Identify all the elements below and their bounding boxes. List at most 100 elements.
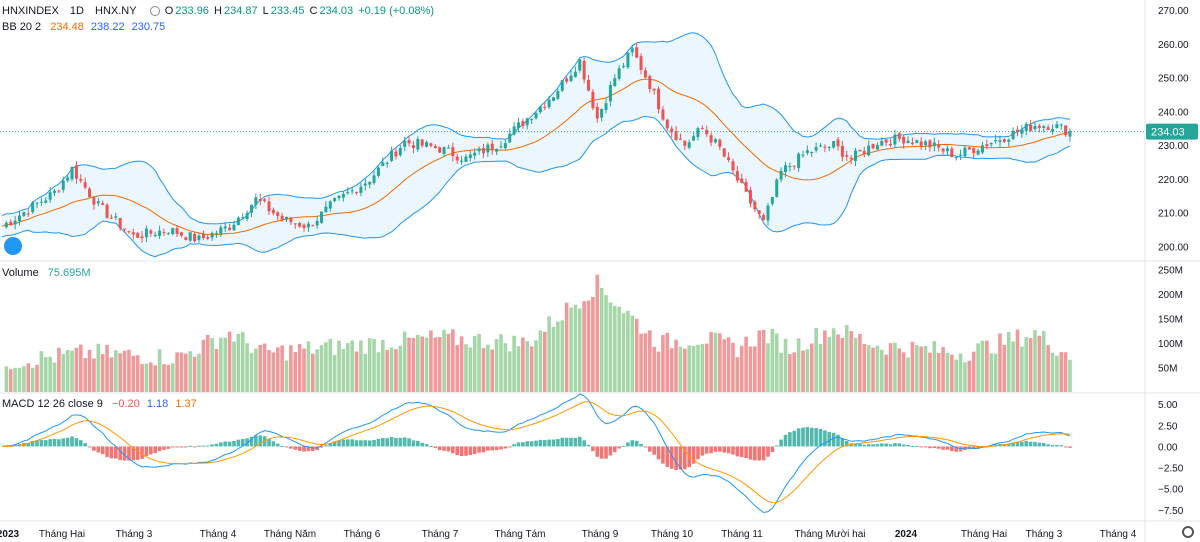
volume-bar — [61, 353, 66, 392]
candle-body — [985, 144, 989, 147]
tradingview-cloud-icon — [4, 237, 22, 255]
volume-bar — [634, 318, 639, 392]
macd-axis-tick: 2.50 — [1158, 421, 1178, 432]
volume-bar — [748, 346, 753, 392]
volume-bar — [648, 330, 652, 392]
volume-legend[interactable]: Volume 75.695M — [2, 266, 93, 280]
macd-hist-bar — [792, 430, 797, 447]
volume-bar — [1037, 335, 1042, 392]
candle-body — [604, 103, 608, 110]
volume-bar — [569, 307, 573, 392]
candle-body — [622, 65, 626, 67]
price-axis-tick: 260.00 — [1158, 40, 1189, 51]
macd-hist-bar — [604, 446, 608, 459]
candle-body — [92, 197, 96, 205]
time-axis-tick: Tháng 9 — [582, 529, 619, 540]
macd-hist-bar — [131, 446, 136, 461]
candle-body — [840, 145, 844, 157]
volume-bar — [718, 333, 722, 392]
candle-body — [560, 80, 564, 91]
volume-bar — [643, 333, 648, 392]
candle-body — [385, 162, 389, 164]
volume-bar — [359, 340, 363, 392]
macd-hist-bar — [424, 444, 429, 447]
bb-label: BB 20 2 — [2, 21, 42, 33]
symbol-legend: HNXINDEX 1D HNX.NY O 233.96 H 234.87 L 233.… — [2, 4, 436, 18]
gear-icon[interactable] — [1182, 526, 1194, 538]
volume-bar — [661, 335, 665, 392]
macd-hist-bar — [630, 440, 635, 447]
volume-bar — [140, 364, 144, 392]
candle-body — [468, 154, 472, 158]
volume-bar — [280, 345, 284, 392]
candle-body — [862, 151, 866, 154]
candle-body — [398, 147, 402, 156]
symbol-name[interactable]: HNXINDEX — [2, 5, 59, 17]
candle-body — [455, 156, 459, 161]
macd-hist-bar — [915, 446, 919, 448]
volume-axis-tick: 200M — [1158, 290, 1183, 301]
candle-body — [153, 235, 157, 237]
volume-bar — [262, 343, 267, 392]
candle-body — [306, 223, 310, 228]
macd-hist-bar — [1011, 442, 1015, 447]
macd-hist-bar — [871, 444, 875, 447]
macd-hist-bar — [43, 440, 48, 447]
candle-body — [683, 140, 687, 146]
candle-body — [451, 147, 455, 157]
macd-hist-bar — [1050, 445, 1055, 447]
macd-hist-bar — [319, 446, 324, 448]
candle-body — [980, 145, 984, 153]
volume-bar — [691, 345, 696, 392]
macd-hist-bar — [599, 446, 604, 459]
candle-body — [136, 232, 140, 238]
candle-body — [858, 149, 862, 152]
macd-hist-bar — [796, 428, 801, 447]
volume-bar — [954, 359, 958, 392]
macd-hist-bar — [398, 437, 403, 447]
macd-hist-bar — [1046, 444, 1050, 447]
volume-bar — [192, 356, 197, 392]
macd-hist-bar — [1006, 443, 1011, 447]
interval-label[interactable]: 1D — [69, 5, 84, 17]
macd-hist-bar — [30, 440, 35, 447]
candle-body — [464, 156, 468, 162]
macd-hist-bar — [472, 446, 477, 455]
macd-hist-bar — [48, 439, 52, 447]
volume-bar — [232, 341, 236, 392]
volume-bar — [57, 347, 61, 392]
candle-body — [1050, 128, 1054, 132]
volume-bar — [13, 367, 17, 392]
volume-bar — [941, 347, 945, 392]
volume-bar — [967, 360, 972, 392]
macd-hist-bar — [879, 443, 884, 447]
macd-hist-bar — [617, 446, 621, 449]
candle-body — [368, 182, 372, 185]
eye-icon[interactable] — [149, 6, 160, 17]
candle-body — [214, 233, 218, 235]
candle-body — [442, 147, 446, 154]
volume-bar — [402, 331, 407, 392]
time-axis-tick: Tháng Năm — [264, 529, 316, 540]
volume-bar — [48, 356, 52, 392]
macd-hist-bar — [92, 446, 96, 451]
macd-hist-bar — [862, 444, 867, 447]
candle-body — [836, 139, 840, 147]
candle-body — [543, 106, 547, 108]
volume-bar — [823, 330, 827, 392]
macd-legend[interactable]: MACD 12 26 close 9 −0.20 1.18 1.37 — [2, 397, 199, 411]
volume-bar — [980, 340, 985, 392]
macd-hist-bar — [700, 446, 705, 456]
volume-bar — [735, 357, 740, 392]
macd-hist-bar — [709, 446, 713, 454]
bb-legend[interactable]: BB 20 2 234.48 238.22 230.75 — [2, 20, 167, 34]
volume-bar — [433, 337, 438, 392]
macd-hist-bar — [275, 443, 280, 447]
candle-body — [744, 182, 748, 192]
candle-body — [394, 151, 398, 157]
volume-bar — [416, 335, 420, 392]
macd-hist-bar — [481, 446, 486, 453]
macd-hist-bar — [140, 446, 144, 459]
macd-hist-bar — [652, 446, 656, 455]
